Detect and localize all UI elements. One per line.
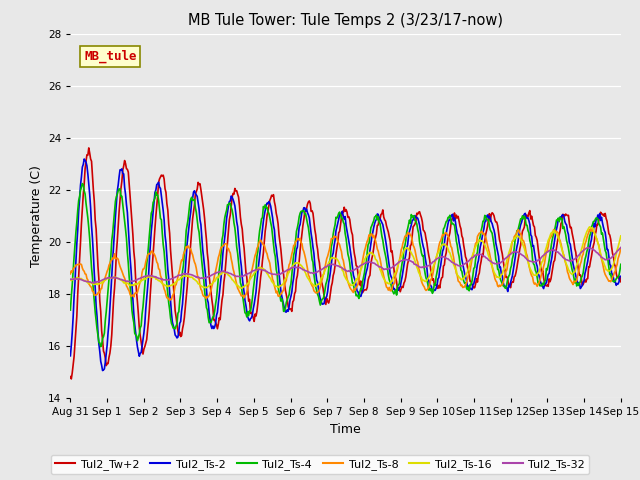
Title: MB Tule Tower: Tule Temps 2 (3/23/17-now): MB Tule Tower: Tule Temps 2 (3/23/17-now… <box>188 13 503 28</box>
Tul2_Ts-4 <box>617 262 625 267</box>
Tul2_Ts-16 <box>435 249 443 254</box>
Tul2_Ts-16 <box>67 277 74 283</box>
Tul2_Ts-32 <box>392 262 399 268</box>
Tul2_Ts-8 <box>317 284 324 289</box>
Tul2_Tw+2 <box>166 230 173 236</box>
Tul2_Ts-2 <box>166 289 173 295</box>
Tul2_Tw+2 <box>67 374 74 380</box>
Tul2_Ts-16 <box>482 244 490 250</box>
Tul2_Ts-8 <box>164 295 172 301</box>
Text: MB_tule: MB_tule <box>84 50 137 63</box>
Tul2_Tw+2 <box>436 285 444 291</box>
Tul2_Ts-2 <box>483 214 490 219</box>
Tul2_Ts-4 <box>166 307 173 312</box>
Tul2_Ts-4 <box>97 344 104 349</box>
Tul2_Ts-16 <box>164 284 172 289</box>
Tul2_Ts-8 <box>482 234 490 240</box>
Tul2_Ts-2 <box>317 299 325 305</box>
Legend: Tul2_Tw+2, Tul2_Ts-2, Tul2_Ts-4, Tul2_Ts-8, Tul2_Ts-16, Tul2_Ts-32: Tul2_Tw+2, Tul2_Ts-2, Tul2_Ts-4, Tul2_Ts… <box>51 455 589 474</box>
Tul2_Ts-8 <box>209 280 217 286</box>
Tul2_Ts-4 <box>483 216 490 222</box>
Tul2_Ts-32 <box>435 255 443 261</box>
Tul2_Ts-16 <box>392 269 399 275</box>
Line: Tul2_Ts-32: Tul2_Ts-32 <box>70 248 621 283</box>
Line: Tul2_Tw+2: Tul2_Tw+2 <box>70 148 621 379</box>
Tul2_Ts-8 <box>166 298 173 303</box>
Tul2_Ts-32 <box>317 267 324 273</box>
Tul2_Tw+2 <box>85 145 93 151</box>
Tul2_Ts-16 <box>208 281 216 287</box>
X-axis label: Time: Time <box>330 423 361 436</box>
Tul2_Ts-32 <box>617 245 625 251</box>
Tul2_Ts-2 <box>436 266 444 272</box>
Line: Tul2_Ts-4: Tul2_Ts-4 <box>70 184 621 347</box>
Tul2_Ts-32 <box>165 277 173 283</box>
Line: Tul2_Ts-2: Tul2_Ts-2 <box>70 159 621 371</box>
Tul2_Ts-16 <box>237 285 245 291</box>
Tul2_Tw+2 <box>317 278 325 284</box>
Tul2_Ts-4 <box>436 253 444 259</box>
Line: Tul2_Ts-8: Tul2_Ts-8 <box>70 228 621 300</box>
Tul2_Ts-16 <box>317 278 324 284</box>
Tul2_Tw+2 <box>210 317 218 323</box>
Tul2_Ts-4 <box>79 181 86 187</box>
Tul2_Ts-4 <box>67 307 74 313</box>
Tul2_Tw+2 <box>617 279 625 285</box>
Tul2_Ts-8 <box>588 225 595 231</box>
Tul2_Ts-32 <box>67 276 74 282</box>
Tul2_Ts-8 <box>435 243 443 249</box>
Tul2_Ts-4 <box>210 313 218 319</box>
Tul2_Ts-2 <box>617 273 625 279</box>
Tul2_Tw+2 <box>483 228 490 233</box>
Tul2_Ts-8 <box>67 271 74 277</box>
Tul2_Ts-4 <box>393 292 401 298</box>
Tul2_Ts-8 <box>392 272 399 278</box>
Tul2_Ts-32 <box>90 280 97 286</box>
Tul2_Tw+2 <box>67 376 75 382</box>
Tul2_Ts-2 <box>99 368 106 373</box>
Tul2_Ts-8 <box>617 245 625 251</box>
Tul2_Ts-2 <box>81 156 88 162</box>
Line: Tul2_Ts-16: Tul2_Ts-16 <box>70 227 621 288</box>
Tul2_Ts-2 <box>393 291 401 297</box>
Tul2_Ts-2 <box>67 353 74 359</box>
Tul2_Tw+2 <box>393 279 401 285</box>
Tul2_Ts-16 <box>617 233 625 239</box>
Tul2_Ts-16 <box>586 224 593 230</box>
Tul2_Ts-4 <box>317 299 325 304</box>
Tul2_Ts-2 <box>210 325 218 331</box>
Tul2_Ts-32 <box>482 255 490 261</box>
Tul2_Ts-32 <box>209 272 217 277</box>
Y-axis label: Temperature (C): Temperature (C) <box>29 165 43 267</box>
